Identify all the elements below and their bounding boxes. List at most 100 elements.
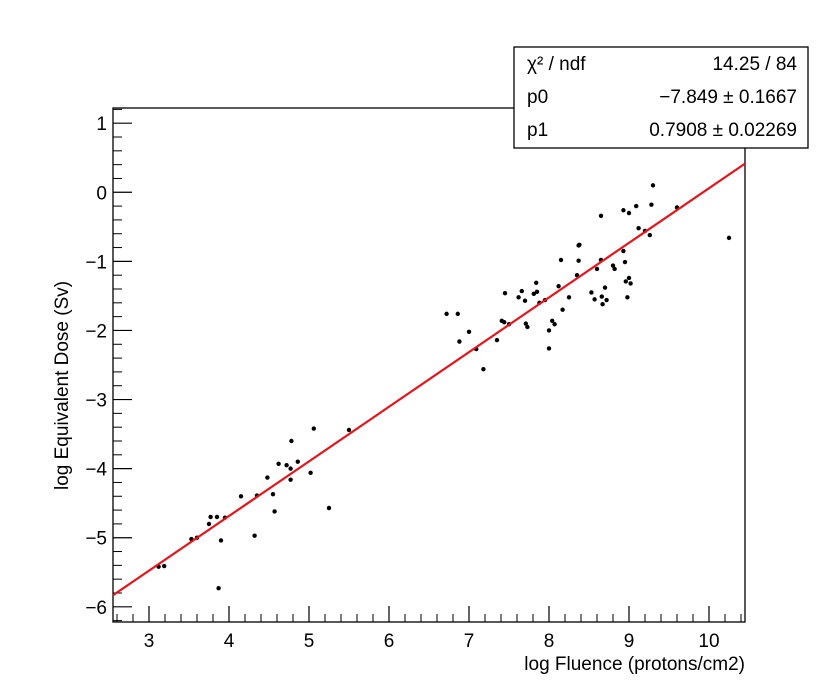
stats-value-chi2: 14.25 / 84 [712, 54, 797, 75]
plot-frame [112, 107, 746, 623]
data-point [270, 491, 276, 497]
data-point [594, 266, 600, 272]
x-tick-label: 9 [624, 631, 635, 652]
data-point [558, 257, 564, 263]
data-point [289, 438, 294, 444]
data-point [494, 337, 500, 343]
data-point [238, 494, 244, 499]
stats-value-p0: −7.849 ± 0.1667 [659, 87, 797, 108]
data-point [252, 533, 257, 538]
data-point [466, 329, 472, 335]
data-point [214, 514, 220, 520]
data-point [592, 297, 597, 302]
data-point [346, 427, 352, 433]
stats-box: χ² / ndf 14.25 / 84 p0 −7.849 ± 0.1667 p… [513, 46, 809, 149]
x-tick-labels: 3 4 5 6 7 8 9 10 [144, 631, 720, 652]
data-point [650, 183, 656, 188]
data-point [525, 324, 530, 330]
data-point [726, 235, 732, 241]
data-point [288, 477, 293, 482]
x-tick-label: 5 [304, 631, 315, 652]
data-point [556, 284, 561, 289]
data-point [598, 213, 604, 218]
data-point [625, 295, 630, 300]
data-point [218, 538, 224, 543]
data-point [647, 232, 652, 238]
stats-label-p0: p0 [527, 87, 548, 108]
stats-box-frame [513, 46, 809, 149]
data-point [576, 258, 581, 263]
data-point [566, 295, 572, 300]
y-tick-label: 0 [96, 183, 107, 204]
y-tick-labels: 1 0 −1 −2 −3 −4 −5 −6 [85, 114, 107, 619]
data-point [522, 298, 528, 303]
x-tick-label: 8 [544, 631, 555, 652]
data-point [628, 281, 633, 286]
stats-label-p1: p1 [527, 120, 548, 141]
data-point [636, 226, 641, 231]
data-point [589, 290, 594, 295]
data-point [626, 210, 632, 216]
data-point [519, 288, 524, 294]
data-point [206, 521, 212, 527]
data-point [276, 461, 281, 466]
data-point [208, 514, 213, 520]
y-tick-label: −2 [85, 321, 107, 342]
data-point [546, 346, 552, 351]
data-point [599, 294, 604, 299]
y-tick-label: 1 [96, 114, 107, 135]
data-point [326, 505, 332, 511]
x-tick-label: 6 [384, 631, 395, 652]
stats-label-chi2: χ² / ndf [527, 54, 586, 75]
data-point [534, 280, 539, 285]
data-point [621, 248, 626, 254]
data-point [602, 285, 608, 290]
data-point [621, 208, 626, 213]
data-point [550, 318, 555, 323]
x-axis-title: log Fluence (protons/cm2) [524, 654, 745, 675]
y-tick-label: −5 [85, 529, 107, 550]
data-point [546, 328, 552, 333]
data-point [600, 302, 605, 307]
data-point [288, 466, 293, 471]
y-tick-label: −1 [85, 252, 107, 273]
data-point [295, 459, 300, 464]
x-tick-label: 7 [464, 631, 475, 652]
data-point [531, 291, 536, 297]
axis-ticks [113, 108, 742, 622]
y-tick-label: −4 [85, 460, 107, 481]
data-point [481, 366, 486, 372]
data-point [523, 321, 528, 326]
data-point [634, 203, 639, 209]
data-points [156, 183, 732, 591]
data-point [610, 263, 616, 268]
data-point [516, 295, 521, 300]
data-point [604, 297, 609, 303]
data-point [311, 426, 316, 431]
data-point [272, 509, 277, 514]
y-tick-label: −3 [85, 391, 107, 412]
data-point [622, 259, 628, 265]
data-point [534, 289, 540, 294]
y-axis-title: log Equivalent Dose (Sv) [52, 281, 73, 490]
data-point [623, 279, 628, 284]
data-point [284, 462, 289, 468]
x-tick-label: 10 [698, 631, 719, 652]
data-point [552, 322, 557, 327]
data-point [626, 275, 632, 281]
x-tick-label: 3 [144, 631, 155, 652]
stats-value-p1: 0.7908 ± 0.02269 [649, 120, 797, 141]
data-point [560, 307, 565, 312]
data-point [502, 319, 507, 325]
fit-line [112, 162, 746, 597]
data-point [457, 339, 462, 344]
data-point [612, 266, 617, 272]
x-tick-label: 4 [224, 631, 235, 652]
data-point [576, 243, 581, 248]
data-point [216, 585, 221, 591]
data-point [162, 563, 167, 569]
y-tick-label: −6 [85, 598, 107, 619]
data-point [502, 290, 508, 296]
data-point [265, 475, 270, 480]
